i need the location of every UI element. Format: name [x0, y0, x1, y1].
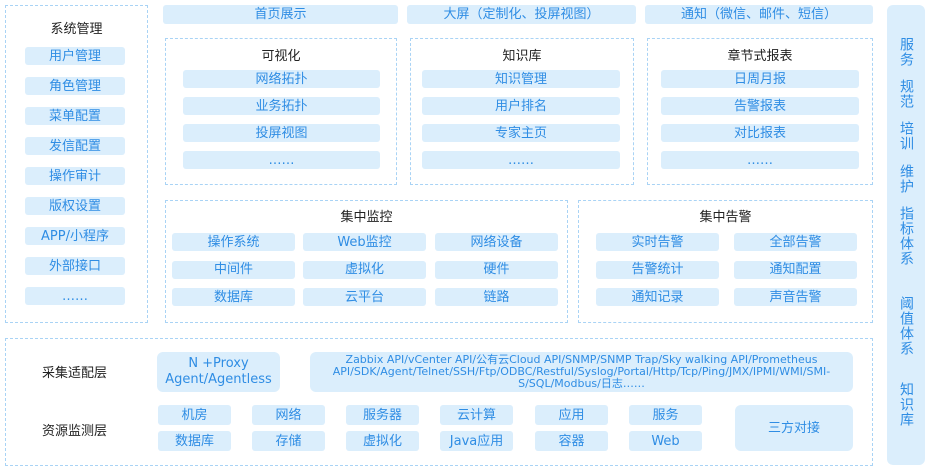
resource-item[interactable]: 数据库 [158, 431, 231, 451]
protocols-box[interactable]: Zabbix API/vCenter API/公有云Cloud API/SNMP… [310, 352, 853, 392]
system-management-item[interactable]: 操作审计 [25, 167, 125, 185]
side-column-item[interactable]: 服务 [898, 37, 914, 67]
resource-item[interactable]: 虚拟化 [346, 431, 419, 451]
third-party-box[interactable]: 三方对接 [735, 405, 853, 451]
chapter-reports-item[interactable]: 告警报表 [661, 97, 859, 115]
system-management-item[interactable]: 角色管理 [25, 77, 125, 95]
central-monitoring-item[interactable]: 数据库 [172, 288, 295, 306]
chapter-reports-item[interactable]: 日周月报 [661, 70, 859, 88]
visualization-panel [165, 38, 397, 185]
collection-resource-panel [5, 338, 873, 466]
top-bar-item[interactable]: 首页展示 [163, 5, 398, 24]
central-monitoring-item[interactable]: 操作系统 [172, 233, 295, 251]
chapter-reports-panel [647, 38, 873, 185]
system-management-panel [5, 5, 148, 323]
side-column-item[interactable]: 知识库 [898, 382, 914, 427]
central-monitoring-item[interactable]: Web监控 [303, 233, 426, 251]
resource-item[interactable]: 服务器 [346, 405, 419, 425]
central-monitoring-title: 集中监控 [340, 210, 393, 225]
central-alerts-item[interactable]: 声音告警 [734, 288, 857, 306]
resource-item[interactable]: 云计算 [440, 405, 513, 425]
resource-item[interactable]: Web [629, 431, 702, 451]
resource-item[interactable]: Java应用 [440, 431, 513, 451]
top-bar-item[interactable]: 通知（微信、邮件、短信） [645, 5, 873, 24]
central-alerts-panel [578, 200, 873, 323]
resource-item[interactable]: 存储 [252, 431, 325, 451]
knowledge-base-item[interactable]: 知识管理 [422, 70, 620, 88]
central-monitoring-item[interactable]: 虚拟化 [303, 260, 426, 279]
knowledge-base-title: 知识库 [502, 49, 542, 64]
central-monitoring-item[interactable]: 云平台 [303, 288, 426, 306]
chapter-reports-item[interactable]: 对比报表 [661, 124, 859, 142]
central-alerts-item[interactable]: 实时告警 [596, 233, 719, 251]
central-alerts-item[interactable]: 通知配置 [734, 260, 857, 279]
central-alerts-item[interactable]: 通知记录 [596, 288, 719, 306]
knowledge-base-item[interactable]: …… [422, 151, 620, 169]
system-management-item[interactable]: 外部接口 [25, 257, 125, 275]
system-management-item[interactable]: …… [25, 287, 125, 305]
side-column-item[interactable]: 规范 [898, 79, 914, 109]
resource-item[interactable]: 服务 [629, 405, 702, 425]
resource-item[interactable]: 网络 [252, 405, 325, 425]
proxy-box[interactable]: N +Proxy Agent/Agentless [157, 352, 280, 392]
central-monitoring-panel [165, 200, 568, 323]
system-management-item[interactable]: 菜单配置 [25, 107, 125, 125]
central-monitoring-item[interactable]: 硬件 [435, 260, 558, 279]
central-monitoring-item[interactable]: 中间件 [172, 260, 295, 279]
central-monitoring-item[interactable]: 链路 [435, 288, 558, 306]
top-bar-item[interactable]: 大屏（定制化、投屏视图） [407, 5, 636, 24]
visualization-item[interactable]: 业务拓扑 [183, 97, 380, 115]
central-alerts-title: 集中告警 [699, 210, 752, 225]
resource-item[interactable]: 应用 [535, 405, 608, 425]
system-management-item[interactable]: 版权设置 [25, 197, 125, 215]
side-column-item[interactable]: 阈值体系 [898, 296, 914, 356]
visualization-item[interactable]: 投屏视图 [183, 124, 380, 142]
central-monitoring-item[interactable]: 网络设备 [435, 233, 558, 251]
collection-layer-label: 采集适配层 [42, 366, 108, 381]
resource-item[interactable]: 容器 [535, 431, 608, 451]
system-management-title: 系统管理 [50, 22, 103, 37]
side-column-item[interactable]: 维护 [898, 164, 914, 194]
central-alerts-item[interactable]: 全部告警 [734, 233, 857, 251]
side-column [887, 5, 925, 465]
visualization-item[interactable]: …… [183, 151, 380, 169]
side-column-item[interactable]: 培训 [898, 121, 914, 151]
chapter-reports-item[interactable]: …… [661, 151, 859, 169]
system-management-item[interactable]: 发信配置 [25, 137, 125, 155]
visualization-item[interactable]: 网络拓扑 [183, 70, 380, 88]
side-column-item[interactable]: 指标体系 [898, 206, 914, 266]
chapter-reports-title: 章节式报表 [727, 49, 793, 64]
knowledge-base-item[interactable]: 用户排名 [422, 97, 620, 115]
system-management-item[interactable]: APP/小程序 [25, 227, 125, 245]
knowledge-base-item[interactable]: 专家主页 [422, 124, 620, 142]
knowledge-base-panel [410, 38, 634, 185]
resource-item[interactable]: 机房 [158, 405, 231, 425]
central-alerts-item[interactable]: 告警统计 [596, 260, 719, 279]
system-management-item[interactable]: 用户管理 [25, 47, 125, 65]
resource-layer-label: 资源监测层 [42, 424, 108, 439]
visualization-title: 可视化 [261, 49, 301, 64]
